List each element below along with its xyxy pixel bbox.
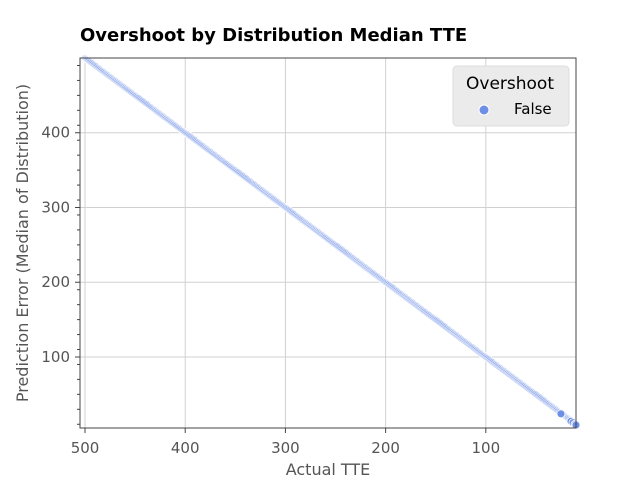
y-axis-ticks: 100 200 300 400 bbox=[41, 64, 80, 425]
x-tick-label: 200 bbox=[371, 439, 400, 457]
legend: Overshoot False bbox=[452, 65, 570, 127]
x-tick-label: 100 bbox=[471, 439, 500, 457]
chart-title: Overshoot by Distribution Median TTE bbox=[80, 25, 467, 46]
x-axis-ticks: 500 400 300 200 100 bbox=[71, 428, 500, 457]
legend-title: Overshoot bbox=[466, 74, 554, 94]
x-tick-label: 300 bbox=[271, 439, 300, 457]
data-point bbox=[556, 409, 566, 419]
x-tick-label: 400 bbox=[171, 439, 200, 457]
y-axis-label: Prediction Error (Median of Distribution… bbox=[13, 84, 32, 402]
x-axis-label: Actual TTE bbox=[286, 460, 371, 479]
y-tick-label: 400 bbox=[41, 124, 70, 142]
legend-marker-false bbox=[478, 104, 490, 116]
y-tick-label: 300 bbox=[41, 198, 70, 216]
x-tick-label: 500 bbox=[71, 439, 100, 457]
plot-frame bbox=[79, 57, 577, 429]
legend-label-false: False bbox=[514, 100, 552, 118]
y-tick-label: 200 bbox=[41, 273, 70, 291]
y-tick-label: 100 bbox=[41, 348, 70, 366]
data-points bbox=[81, 54, 581, 430]
